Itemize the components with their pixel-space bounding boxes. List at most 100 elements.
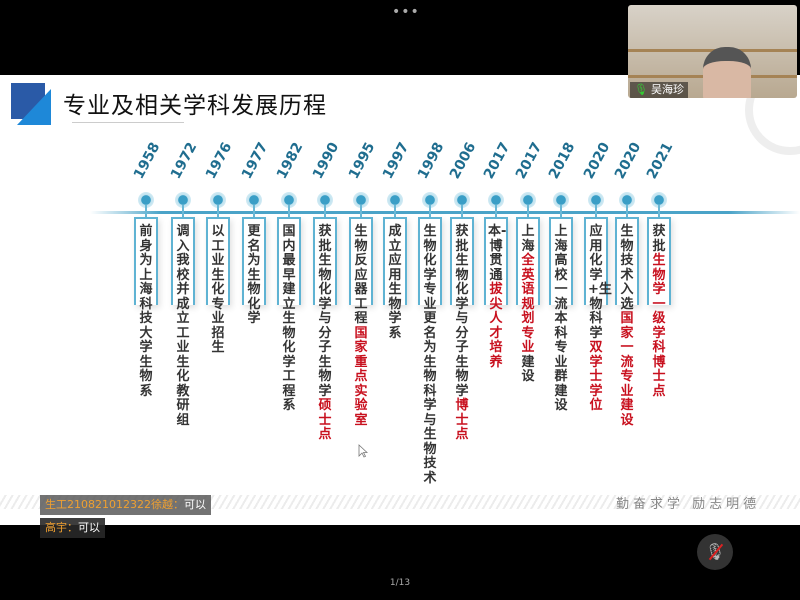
highlight-text: 博士点 — [455, 398, 469, 442]
timeline-card — [349, 217, 373, 305]
timeline-text: 生物反应器工程国家重点实验室 — [353, 224, 369, 428]
event-text: 以工业生化专业招生 — [211, 224, 225, 355]
timeline-text: 本-博贯通拔尖人才培养 — [488, 224, 507, 370]
mute-button[interactable]: 🎙 — [697, 534, 733, 570]
event-text: 成立应用生物学系 — [388, 224, 402, 341]
timeline-stem — [217, 205, 219, 217]
page-indicator: 1/13 — [389, 578, 411, 588]
more-dots-icon[interactable]: ••• — [392, 4, 420, 20]
timeline-card — [450, 217, 474, 305]
mouse-cursor-icon — [358, 444, 368, 458]
timeline-dot — [488, 192, 504, 208]
event-text: 更名为生物化学 — [247, 224, 261, 326]
timeline-text: 调入我校并成立工业生化教研组 — [175, 224, 191, 428]
chat-text: 可以 — [78, 521, 100, 534]
timeline-text: 获批生物化学与分子生物学博士点 — [454, 224, 470, 443]
event-text: 应用化学+生物科学 — [588, 224, 612, 341]
timeline-dot — [281, 192, 297, 208]
timeline-stem — [658, 205, 660, 217]
timeline-dot — [619, 192, 635, 208]
timeline-year: 1990 — [309, 139, 343, 182]
slide-motto: 勤奋求学 励志明德 — [616, 497, 761, 512]
mic-muted-icon: 🎙 — [704, 542, 726, 561]
timeline-dot — [520, 192, 536, 208]
highlight-text: 国家重点实验室 — [354, 325, 368, 428]
timeline-dot — [353, 192, 369, 208]
event-text: 生物反应器工程 — [354, 224, 368, 326]
presentation-slide: 专业及相关学科发展历程 1958 前身为上海科技大学生物系 1972 调入我校并成… — [0, 75, 800, 525]
timeline-stem — [560, 205, 562, 217]
timeline-card — [418, 217, 442, 305]
timeline-year: 1976 — [202, 139, 236, 182]
timeline-stem — [145, 205, 147, 217]
timeline-dot — [588, 192, 604, 208]
timeline-card — [584, 217, 608, 305]
chat-sender: 高宇： — [45, 521, 78, 534]
event-text: 获批生物化学与分子生物学 — [455, 224, 469, 399]
timeline-stem — [461, 205, 463, 217]
timeline-dot — [422, 192, 438, 208]
event-text: 调入我校并成立工业生化教研组 — [176, 224, 190, 428]
timeline-year: 1995 — [345, 139, 379, 182]
timeline-text: 获批生物化学与分子生物学硕士点 — [317, 224, 333, 443]
timeline-card — [647, 217, 671, 305]
timeline-text: 成立应用生物学系 — [387, 224, 403, 341]
timeline-stem — [253, 205, 255, 217]
timeline-stem — [324, 205, 326, 217]
highlight-text: 拔尖人才培养 — [489, 282, 503, 370]
timeline-stem — [394, 205, 396, 217]
timeline-year: 1958 — [130, 139, 164, 182]
timeline-text: 生物技术入选国家一流专业建设 — [619, 224, 635, 428]
timeline-stem — [595, 205, 597, 217]
event-text: 获批 — [652, 224, 666, 254]
timeline-dot — [454, 192, 470, 208]
chat-message: 生工2108210123​22徐越：可以 — [40, 495, 211, 515]
timeline-card — [171, 217, 195, 305]
timeline-year: 2017 — [480, 139, 514, 182]
timeline-card — [383, 217, 407, 305]
timeline-text: 获批生物学一级学科博士点 — [651, 224, 667, 399]
timeline-year: 2017 — [512, 139, 546, 182]
timeline-text: 国内最早建立生物化学工程系 — [281, 224, 297, 414]
title-underline — [72, 122, 184, 123]
timeline-card — [277, 217, 301, 305]
chat-message: 高宇：可以 — [40, 518, 105, 538]
event-text: 获批生物化学与分子生物学 — [318, 224, 332, 399]
highlight-text: 硕士点 — [318, 398, 332, 442]
event-text: 上海 — [521, 224, 535, 254]
chat-sender: 生工2108210123​22徐越： — [45, 498, 184, 511]
timeline-line — [90, 211, 800, 214]
event-text: 本-博贯通 — [488, 224, 507, 283]
participant-video — [703, 47, 751, 98]
timeline-text: 以工业生化专业招生 — [210, 224, 226, 356]
timeline-year: 1982 — [273, 139, 307, 182]
timeline-card — [484, 217, 508, 305]
timeline-card — [313, 217, 337, 305]
timeline-card — [242, 217, 266, 305]
timeline-year: 2018 — [545, 139, 579, 182]
chat-text: 可以 — [183, 498, 206, 511]
timeline-year: 2021 — [643, 139, 677, 182]
highlight-text: 双学士学位 — [589, 340, 603, 413]
timeline-stem — [527, 205, 529, 217]
timeline-year: 1972 — [167, 139, 201, 182]
timeline-stem — [360, 205, 362, 217]
highlight-text: 生物学一级学科博士点 — [652, 253, 666, 399]
timeline-stem — [182, 205, 184, 217]
timeline-text: 上海全英语规划专业建设 — [520, 224, 536, 385]
timeline-year: 1977 — [238, 139, 272, 182]
video-tile[interactable]: 🎙 吴海珍 — [628, 5, 797, 98]
event-text: 上海高校一流本科专业群建设 — [554, 224, 568, 413]
timeline-stem — [495, 205, 497, 217]
timeline-card — [206, 217, 230, 305]
timeline-dot — [210, 192, 226, 208]
timeline-year: 1998 — [414, 139, 448, 182]
timeline-year: 1997 — [379, 139, 413, 182]
timeline-card — [615, 217, 639, 305]
mic-on-icon: 🎙 — [634, 83, 648, 96]
timeline-text: 生物化学专业更名为生物科学与生物技术 — [422, 224, 438, 486]
timeline-dot — [553, 192, 569, 208]
event-text: 生物技术入选 — [620, 224, 634, 312]
timeline-text: 上海高校一流本科专业群建设 — [553, 224, 569, 414]
slide-title: 专业及相关学科发展历程 — [63, 93, 327, 119]
